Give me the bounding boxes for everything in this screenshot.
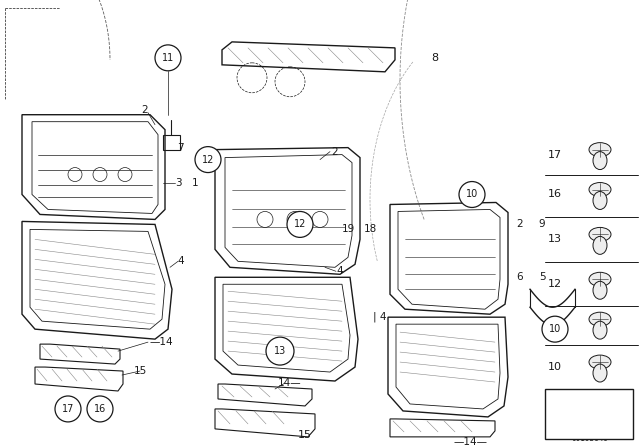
Text: 10: 10 xyxy=(548,362,562,372)
Text: 5: 5 xyxy=(539,272,545,282)
Polygon shape xyxy=(560,407,610,434)
Text: 12: 12 xyxy=(202,155,214,164)
Text: 2: 2 xyxy=(141,105,148,115)
Ellipse shape xyxy=(589,355,611,369)
FancyBboxPatch shape xyxy=(545,389,633,439)
Ellipse shape xyxy=(593,237,607,254)
Text: 16: 16 xyxy=(548,190,562,199)
Ellipse shape xyxy=(593,191,607,210)
Text: 15: 15 xyxy=(298,430,312,440)
Text: 3: 3 xyxy=(175,177,181,188)
Text: 00193649: 00193649 xyxy=(572,434,609,443)
Circle shape xyxy=(195,146,221,172)
Text: 15: 15 xyxy=(133,366,147,376)
Text: 17: 17 xyxy=(548,150,562,159)
Circle shape xyxy=(542,316,568,342)
Text: 12: 12 xyxy=(294,220,306,229)
Text: 2: 2 xyxy=(332,146,339,157)
Text: 17: 17 xyxy=(62,404,74,414)
Circle shape xyxy=(87,396,113,422)
Ellipse shape xyxy=(593,151,607,169)
Circle shape xyxy=(55,396,81,422)
Text: 11: 11 xyxy=(548,319,562,329)
Text: 4: 4 xyxy=(178,256,184,266)
Text: 4: 4 xyxy=(337,266,343,276)
Ellipse shape xyxy=(589,312,611,326)
Circle shape xyxy=(266,337,294,365)
Ellipse shape xyxy=(593,364,607,382)
Ellipse shape xyxy=(593,281,607,299)
Text: 13: 13 xyxy=(274,346,286,356)
Ellipse shape xyxy=(593,321,607,339)
Text: 9: 9 xyxy=(539,220,545,229)
Text: 6: 6 xyxy=(516,272,524,282)
Text: 12: 12 xyxy=(548,279,562,289)
Text: 16: 16 xyxy=(94,404,106,414)
Text: 7: 7 xyxy=(177,142,183,153)
Text: 8: 8 xyxy=(431,53,438,63)
Text: 2: 2 xyxy=(516,220,524,229)
Ellipse shape xyxy=(589,182,611,197)
Text: —14—: —14— xyxy=(453,437,487,447)
Circle shape xyxy=(155,45,181,71)
Circle shape xyxy=(459,181,485,207)
Circle shape xyxy=(287,211,313,237)
Text: 1: 1 xyxy=(192,177,198,188)
Text: 10: 10 xyxy=(549,324,561,334)
Ellipse shape xyxy=(589,142,611,157)
Ellipse shape xyxy=(589,272,611,286)
Ellipse shape xyxy=(589,228,611,241)
Text: 19: 19 xyxy=(341,224,355,234)
Text: | 4: | 4 xyxy=(373,312,387,323)
Text: 11: 11 xyxy=(162,53,174,63)
Text: —14: —14 xyxy=(150,337,173,347)
Text: 10: 10 xyxy=(466,190,478,199)
Text: 13: 13 xyxy=(548,234,562,244)
Text: 14—: 14— xyxy=(278,378,302,388)
Text: 18: 18 xyxy=(364,224,376,234)
